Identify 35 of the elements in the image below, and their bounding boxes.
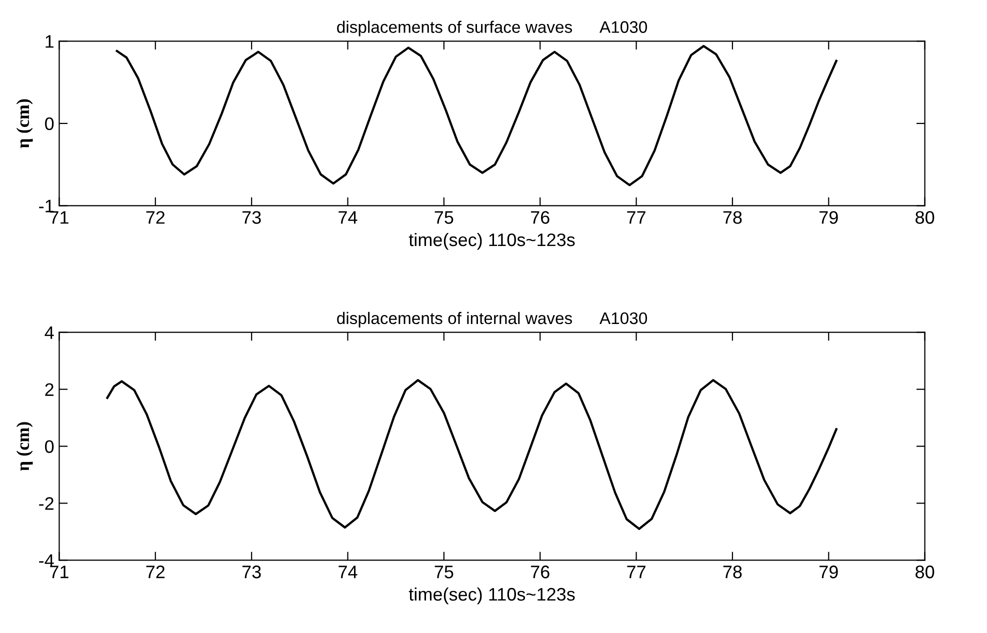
- y-tick-label: 0: [45, 440, 54, 453]
- x-axis-title: time(sec) 110s~123s: [408, 587, 575, 604]
- x-tick-label: 71: [50, 211, 68, 224]
- y-axis-title: η (cm): [16, 422, 33, 471]
- y-axis-title: η (cm): [16, 99, 33, 148]
- chart-title: displacements of internal waves A1030: [337, 312, 648, 328]
- line-series: [106, 379, 838, 530]
- y-tick-label: 2: [45, 383, 54, 396]
- x-tick-label: 73: [242, 566, 261, 578]
- x-tick-label: 76: [530, 211, 550, 224]
- x-tick-label: 79: [820, 566, 838, 578]
- x-tick-label: 80: [916, 566, 934, 578]
- x-tick-label: 74: [338, 211, 358, 224]
- x-tick-label: 73: [242, 211, 261, 224]
- y-tick-label: -4: [39, 554, 54, 567]
- y-tick-label: 4: [44, 326, 54, 339]
- chart-title: displacements of surface waves A1030: [337, 20, 648, 36]
- y-tick-label: 0: [45, 117, 54, 130]
- line-series: [116, 44, 838, 186]
- y-tick-label: -2: [39, 497, 54, 510]
- x-tick-label: 71: [50, 566, 68, 578]
- x-tick-label: 77: [627, 566, 646, 578]
- y-tick-label: 1: [46, 35, 54, 48]
- x-tick-label: 75: [434, 566, 454, 578]
- x-tick-label: 72: [146, 566, 165, 578]
- x-tick-label: 78: [723, 566, 742, 578]
- x-tick-label: 78: [723, 211, 742, 224]
- x-tick-label: 72: [146, 211, 165, 224]
- x-tick-label: 75: [434, 211, 454, 224]
- x-tick-label: 74: [338, 566, 358, 578]
- x-tick-label: 77: [627, 211, 646, 224]
- x-tick-label: 76: [530, 566, 550, 578]
- x-tick-label: 79: [820, 211, 838, 224]
- x-axis-title: time(sec) 110s~123s: [408, 232, 575, 250]
- x-tick-label: 80: [916, 211, 934, 224]
